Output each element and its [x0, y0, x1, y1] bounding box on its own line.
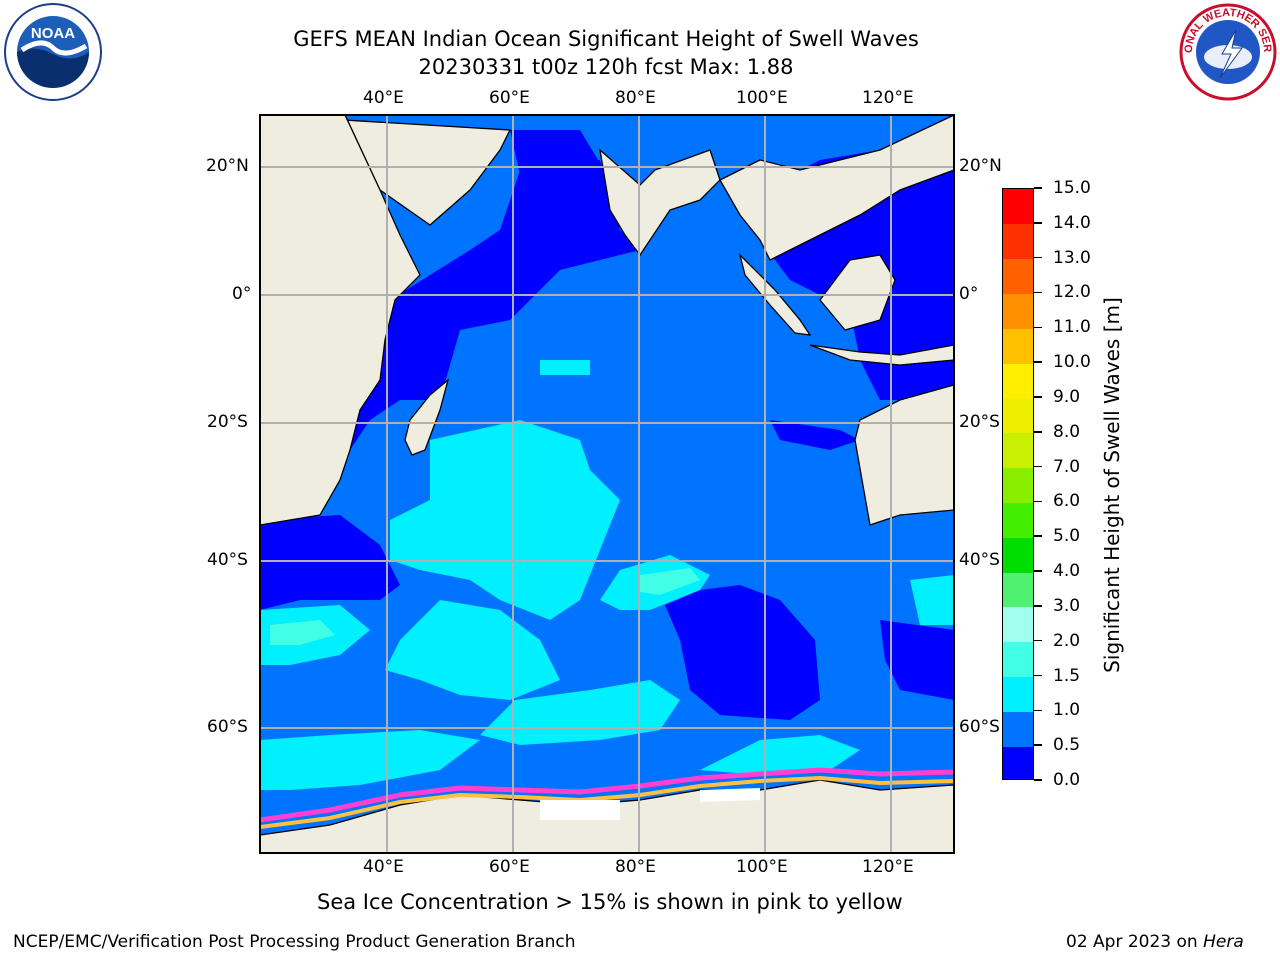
colorbar-tick-label: 7.0 — [1053, 456, 1081, 477]
colorbar-tick — [1034, 187, 1042, 189]
colorbar-segment — [1003, 432, 1033, 469]
colorbar-tick-label: 11.0 — [1053, 317, 1091, 338]
map-frame — [259, 114, 955, 854]
colorbar-tick — [1034, 431, 1042, 433]
colorbar-segment — [1003, 537, 1033, 573]
colorbar-segment — [1003, 711, 1033, 747]
colorbar-tick-label: 15.0 — [1053, 178, 1091, 198]
date-stamp: 02 Apr 2023 on Hera — [1066, 932, 1244, 952]
lon-label-bottom: 120°E — [862, 857, 914, 877]
colorbar-tick — [1034, 500, 1042, 503]
lon-label-top: 80°E — [615, 88, 656, 108]
colorbar-segment — [1003, 328, 1033, 364]
colorbar-tick-label: 9.0 — [1053, 386, 1081, 407]
gridlines — [260, 115, 954, 853]
colorbar-tick — [1034, 639, 1042, 642]
lat-label-left: 60°S — [207, 717, 248, 737]
colorbar-segment — [1003, 606, 1033, 643]
lat-label-left: 20°S — [207, 412, 248, 432]
colorbar-tick — [1034, 605, 1042, 607]
colorbar-tick — [1034, 779, 1042, 781]
colorbar-tick — [1034, 396, 1042, 398]
lat-label-right: 0° — [959, 284, 979, 304]
chart-title-line1: GEFS MEAN Indian Ocean Significant Heigh… — [293, 27, 919, 51]
colorbar-tick-label: 0.0 — [1053, 770, 1081, 790]
colorbar-tick — [1034, 570, 1042, 572]
noaa-logo: NOAA — [4, 3, 102, 101]
nws-logo: NATIONAL WEATHER SERVICE — [1178, 2, 1277, 101]
machine-name: Hera — [1203, 932, 1244, 952]
colorbar-tick — [1034, 222, 1042, 224]
lon-label-top: 40°E — [363, 88, 404, 108]
ocean-swell-1.5-2.0 — [270, 568, 700, 645]
colorbar-tick-label: 13.0 — [1053, 247, 1091, 268]
colorbar-tick-label: 8.0 — [1053, 421, 1081, 442]
colorbar-segment — [1003, 189, 1033, 225]
colorbar-segment — [1003, 572, 1033, 608]
colorbar-segment — [1003, 467, 1033, 503]
lat-label-right: 20°N — [959, 156, 1002, 176]
colorbar-segment — [1003, 746, 1033, 779]
colorbar-tick — [1034, 326, 1042, 329]
noaa-logo-text: NOAA — [31, 25, 75, 42]
colorbar-tick — [1034, 256, 1042, 259]
colorbar-segment — [1003, 641, 1033, 678]
colorbar-tick — [1034, 674, 1042, 677]
lon-label-bottom: 60°E — [489, 857, 530, 877]
chart-title-line2: 20230331 t00z 120h fcst Max: 1.88 — [418, 55, 794, 79]
colorbar-tick-label: 4.0 — [1053, 561, 1081, 582]
colorbar-tick-label: 6.0 — [1053, 491, 1081, 512]
lat-label-right: 20°S — [959, 412, 1000, 432]
lat-label-left: 40°S — [207, 550, 248, 570]
colorbar-tick — [1034, 361, 1042, 363]
colorbar-tick — [1034, 465, 1042, 468]
colorbar-segment — [1003, 363, 1033, 399]
credit-text: NCEP/EMC/Verification Post Processing Pr… — [13, 932, 576, 952]
colorbar — [1002, 188, 1034, 780]
lon-label-top: 100°E — [736, 88, 788, 108]
colorbar-segment — [1003, 502, 1033, 538]
lat-label-right: 60°S — [959, 717, 1000, 737]
colorbar-tick-label: 10.0 — [1053, 352, 1091, 373]
colorbar-tick-label: 1.0 — [1053, 700, 1081, 721]
colorbar-segment — [1003, 397, 1033, 434]
lon-label-top: 120°E — [862, 88, 914, 108]
colorbar-tick-label: 12.0 — [1053, 282, 1091, 303]
lon-label-bottom: 40°E — [363, 857, 404, 877]
colorbar-tick-label: 14.0 — [1053, 212, 1091, 233]
colorbar-segment — [1003, 258, 1033, 294]
colorbar-segment — [1003, 293, 1033, 329]
colorbar-title: Significant Height of Swell Waves [m] — [1100, 297, 1124, 673]
colorbar-tick-label: 0.5 — [1053, 735, 1081, 756]
colorbar-segment — [1003, 223, 1033, 260]
colorbar-tick — [1034, 744, 1042, 746]
colorbar-tick — [1034, 709, 1042, 712]
lat-label-left: 20°N — [206, 156, 249, 176]
colorbar-tick-label: 5.0 — [1053, 526, 1081, 547]
lon-label-bottom: 80°E — [615, 857, 656, 877]
colorbar-tick-label: 3.0 — [1053, 595, 1081, 616]
lon-label-top: 60°E — [489, 88, 530, 108]
lat-label-left: 0° — [232, 284, 252, 304]
colorbar-tick — [1034, 291, 1042, 294]
colorbar-segment — [1003, 676, 1033, 712]
sea-ice-note: Sea Ice Concentration > 15% is shown in … — [317, 890, 903, 914]
lon-label-bottom: 100°E — [736, 857, 788, 877]
date-text: 02 Apr 2023 on — [1066, 932, 1204, 952]
colorbar-tick — [1034, 535, 1042, 537]
sea-ice — [260, 767, 954, 829]
lat-label-right: 40°S — [959, 550, 1000, 570]
colorbar-tick-label: 1.5 — [1053, 665, 1081, 686]
colorbar-tick-label: 2.0 — [1053, 630, 1081, 651]
